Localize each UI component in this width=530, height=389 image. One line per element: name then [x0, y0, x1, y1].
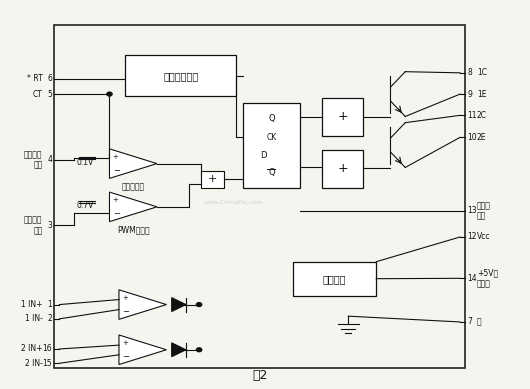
Circle shape — [107, 92, 112, 96]
Text: 9: 9 — [467, 89, 472, 98]
Text: 2 IN-: 2 IN- — [24, 359, 42, 368]
Polygon shape — [119, 290, 166, 319]
Text: 图2: 图2 — [252, 369, 268, 382]
Polygon shape — [110, 149, 157, 179]
Text: 1E: 1E — [477, 89, 487, 98]
Text: +: + — [113, 154, 119, 160]
Text: 1 IN-: 1 IN- — [24, 314, 42, 323]
Text: 11: 11 — [467, 111, 477, 120]
Text: Q: Q — [268, 114, 275, 123]
Text: 5: 5 — [47, 89, 52, 98]
Text: 2E: 2E — [477, 133, 487, 142]
Text: 输出方
控制: 输出方 控制 — [477, 201, 491, 221]
Text: 地: 地 — [477, 317, 482, 326]
FancyBboxPatch shape — [201, 170, 224, 187]
FancyBboxPatch shape — [125, 56, 236, 96]
Polygon shape — [119, 335, 166, 364]
Text: 脉宽调制
控制: 脉宽调制 控制 — [24, 216, 42, 235]
Text: −: − — [122, 352, 129, 361]
Text: 6: 6 — [47, 74, 52, 83]
Text: 10: 10 — [467, 133, 477, 142]
Polygon shape — [110, 192, 157, 222]
Text: 4: 4 — [47, 155, 52, 164]
Text: +: + — [113, 197, 119, 203]
Text: Q: Q — [268, 168, 275, 177]
Text: +: + — [208, 174, 217, 184]
Text: www.ChinaEle.com: www.ChinaEle.com — [204, 200, 263, 205]
FancyBboxPatch shape — [322, 150, 363, 187]
Text: −: − — [122, 307, 129, 316]
Circle shape — [197, 348, 202, 352]
Text: 15: 15 — [42, 359, 52, 368]
Text: 8: 8 — [467, 68, 472, 77]
FancyBboxPatch shape — [322, 98, 363, 136]
Text: 0.7V: 0.7V — [76, 201, 93, 210]
Text: 死区比较器: 死区比较器 — [121, 182, 145, 191]
Text: 锯齿波振荡器: 锯齿波振荡器 — [163, 71, 198, 81]
Text: 12: 12 — [467, 233, 477, 242]
Text: 2 IN+: 2 IN+ — [21, 345, 42, 354]
Text: 死区时间
控制: 死区时间 控制 — [24, 150, 42, 170]
Text: +: + — [337, 110, 348, 123]
Text: 7: 7 — [467, 317, 472, 326]
Text: −: − — [113, 209, 120, 218]
Text: 2C: 2C — [477, 111, 487, 120]
Text: Vcc: Vcc — [477, 233, 490, 242]
Text: +: + — [337, 162, 348, 175]
Polygon shape — [172, 343, 186, 357]
Text: CT: CT — [33, 89, 42, 98]
Text: 1 IN+: 1 IN+ — [21, 300, 42, 309]
Text: 3: 3 — [47, 221, 52, 230]
Text: +: + — [122, 340, 128, 346]
Text: 13: 13 — [467, 206, 477, 215]
Text: +: + — [122, 295, 128, 301]
Text: 16: 16 — [42, 345, 52, 354]
Text: CK: CK — [266, 133, 277, 142]
Text: PWM比较器: PWM比较器 — [117, 225, 149, 235]
FancyBboxPatch shape — [293, 262, 376, 296]
Text: D: D — [260, 151, 267, 160]
Text: 2: 2 — [47, 314, 52, 323]
Text: 基准电源: 基准电源 — [323, 274, 346, 284]
Text: +5V基
压输出: +5V基 压输出 — [477, 269, 498, 288]
Circle shape — [197, 303, 202, 307]
Text: 1C: 1C — [477, 68, 487, 77]
Text: 0.1V: 0.1V — [76, 158, 93, 167]
Text: * RT: * RT — [26, 74, 42, 83]
FancyBboxPatch shape — [243, 103, 300, 187]
Text: −: − — [113, 166, 120, 175]
Text: 1: 1 — [47, 300, 52, 309]
Text: 14: 14 — [467, 274, 477, 283]
Polygon shape — [172, 298, 186, 312]
